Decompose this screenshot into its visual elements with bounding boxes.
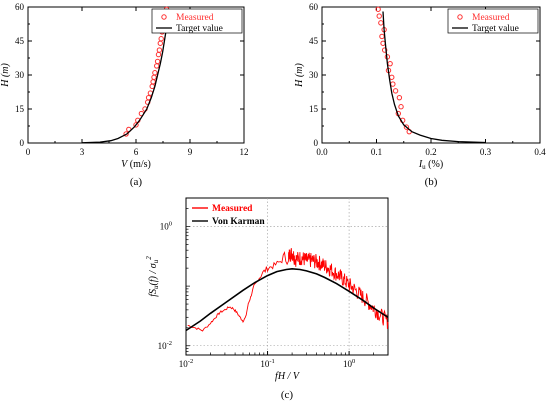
legend-label: Measured (472, 13, 510, 23)
data-point-measured (376, 13, 382, 19)
y-tick-base: 10 (158, 341, 168, 351)
x-tick-label: 12 (240, 147, 249, 157)
series-line-measured (187, 247, 389, 332)
x-tick-label: 6 (134, 147, 139, 157)
x-axis-label-sub: u (422, 163, 426, 171)
chart-b: 0.0 0.1 0.2 0.3 0.4 0 15 30 45 60 Iu (%) H (m) Measu… (294, 2, 546, 188)
legend-label: Target value (176, 24, 223, 34)
y-tick-label: 60 (309, 2, 319, 12)
data-point-measured (403, 124, 410, 130)
legend-label: Von Karman (212, 217, 265, 227)
y-tick-label: 15 (15, 104, 25, 114)
data-point-measured (389, 74, 395, 80)
y-tick-base: 10 (160, 221, 170, 231)
x-tick-label: 0.2 (425, 147, 436, 157)
y-tick-label: 0 (20, 138, 25, 148)
y-tick-label: 30 (309, 70, 319, 80)
legend-swatch-marker (161, 14, 167, 20)
chart-a: 0 3 6 9 12 0 15 30 45 60 V (m/s) H (m) MeasuredTarge… (0, 2, 249, 188)
y-axis-label-tail: (f) / σ (148, 262, 159, 285)
legend-swatch-marker (457, 14, 463, 20)
y-tick-label: 30 (15, 70, 25, 80)
data-point-measured (390, 81, 396, 87)
data-point-measured (392, 88, 399, 94)
plot-frame (185, 197, 389, 356)
x-tick-base: 10 (343, 359, 353, 369)
legend-box (447, 8, 539, 34)
data-point-measured (123, 131, 129, 137)
series-line-target (81, 9, 170, 144)
y-axis-label-sup: 2 (145, 256, 153, 260)
data-point-measured (133, 122, 139, 128)
y-axis-label-sub: u (152, 285, 160, 289)
y-tick-label: 15 (309, 104, 319, 114)
y-tick-exponent: 0 (169, 220, 172, 227)
legend-label: Measured (176, 13, 214, 23)
legend-box (151, 8, 243, 34)
legend-label: Measured (212, 204, 253, 214)
y-tick-label: 10-2 (158, 340, 172, 351)
data-point-measured (155, 51, 162, 58)
data-point-measured (151, 74, 157, 80)
x-tick-label: 0.4 (534, 147, 546, 157)
x-axis-label-unit: (%) (426, 159, 444, 170)
data-point-measured (156, 47, 163, 53)
x-tick-base: 10 (260, 359, 270, 369)
y-tick-label: 100 (160, 220, 172, 231)
data-point-measured (154, 58, 161, 65)
x-tick-label: 10-2 (179, 358, 193, 369)
y-axis-label: fSu(f) / σu2 (145, 256, 160, 297)
series-line-target (382, 11, 486, 144)
data-point-measured (381, 47, 388, 53)
x-tick-label: 10-1 (260, 358, 274, 369)
data-point-measured (398, 104, 404, 110)
data-point-measured (379, 33, 385, 40)
data-point-measured (378, 20, 384, 26)
y-axis-label-sub2: u (152, 259, 160, 263)
x-tick-label: 0 (26, 147, 31, 157)
x-axis-label-main: I (418, 159, 423, 170)
panel-caption: (b) (425, 176, 438, 188)
y-tick-label: 45 (15, 36, 25, 46)
data-point-measured (158, 36, 164, 42)
y-axis-label-main: fS (148, 289, 159, 297)
legend-label: Target value (472, 24, 519, 34)
y-tick-label: 0 (314, 138, 319, 148)
y-tick-label: 45 (309, 36, 319, 46)
x-tick-label: 3 (80, 147, 85, 157)
x-tick-base: 10 (179, 359, 189, 369)
y-axis-label: H (m) (294, 63, 305, 88)
data-point-measured (396, 94, 403, 101)
panel-caption: (a) (130, 176, 143, 188)
y-axis-label: H (m) (0, 63, 11, 88)
x-tick-label: 0.0 (316, 147, 328, 157)
x-axis-label: fH / V (275, 371, 301, 382)
x-tick-label: 9 (188, 147, 193, 157)
data-point-measured (152, 70, 158, 76)
x-tick-exponent: 0 (352, 358, 355, 365)
x-tick-label: 100 (343, 358, 355, 369)
data-point-measured (375, 6, 381, 12)
data-point-measured (150, 79, 156, 85)
x-tick-label: 0.3 (480, 147, 492, 157)
data-point-measured (154, 63, 160, 69)
x-axis-label-unit: (m/s) (127, 159, 151, 170)
data-point-measured (157, 40, 164, 46)
x-axis-label: V (m/s) (121, 159, 151, 170)
series-line-von-karman (185, 267, 389, 332)
x-axis-label-main: V (121, 159, 129, 170)
data-point-measured (387, 60, 393, 67)
x-tick-label: 0.1 (371, 147, 382, 157)
x-tick-exponent: -1 (269, 358, 274, 365)
y-tick-label: 60 (15, 2, 25, 12)
x-axis-label: Iu (%) (418, 159, 443, 171)
panel-caption: (c) (281, 389, 294, 401)
y-tick-exponent: -2 (167, 340, 172, 347)
x-tick-exponent: -2 (188, 358, 193, 365)
